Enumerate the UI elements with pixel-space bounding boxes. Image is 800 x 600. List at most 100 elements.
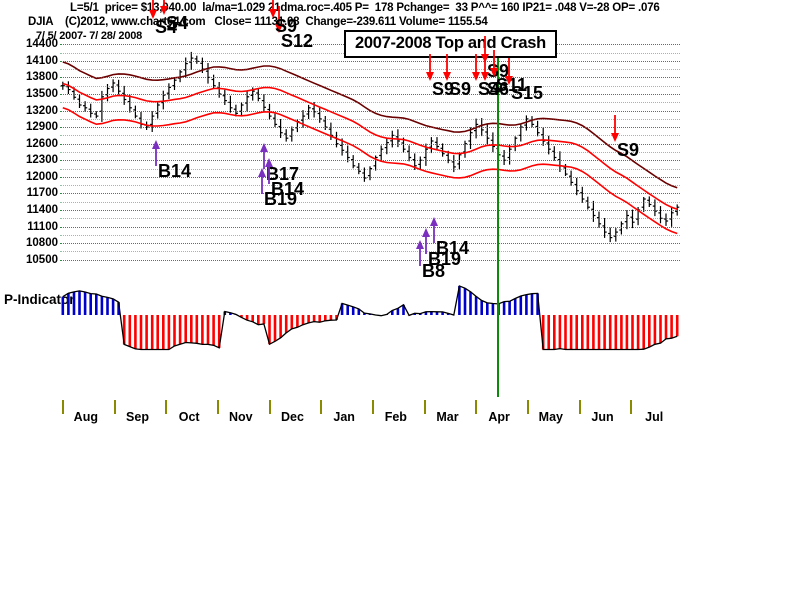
annotation-sell-label: S6	[487, 79, 510, 99]
y-axis-label: 14400	[26, 38, 58, 51]
gridline-minor	[60, 85, 680, 87]
month-tick	[630, 400, 633, 414]
month-label: Jul	[645, 410, 664, 424]
sell-arrow-icon	[488, 50, 500, 78]
month-tick	[62, 400, 64, 414]
gridline	[60, 243, 680, 245]
annotation-sell-label: S9	[432, 79, 455, 99]
gridline	[60, 143, 680, 145]
month-label: Aug	[73, 410, 98, 424]
y-axis-label: 11100	[27, 220, 58, 233]
sell-arrow-icon	[470, 54, 482, 82]
sell-arrow-icon	[479, 54, 491, 82]
header-symbol-line: DJIA (C)2012, www.chart64.com Close= 111…	[28, 16, 488, 28]
month-label: Dec	[281, 410, 304, 424]
buy-arrow-icon	[150, 140, 162, 166]
sell-arrow-icon	[424, 54, 436, 82]
buy-arrow-icon	[428, 217, 440, 243]
gridline-minor	[60, 251, 680, 253]
sell-arrow-icon	[503, 58, 515, 86]
buy-arrow-icon	[420, 228, 432, 254]
annotation-buy-label: B14	[271, 179, 305, 199]
sell-arrow-icon	[273, 6, 285, 34]
month-label: Apr	[488, 410, 510, 424]
y-axis-label: 12000	[26, 170, 58, 183]
month-label: Mar	[436, 410, 459, 424]
gridline	[60, 226, 680, 228]
chart-title: 2007-2008 Top and Crash	[344, 30, 557, 58]
gridline	[60, 160, 680, 162]
buy-arrow-icon	[258, 143, 270, 169]
y-axis-label: 13800	[26, 71, 58, 84]
gridline-minor	[60, 218, 680, 220]
month-label: Oct	[178, 410, 200, 424]
annotation-sell-label: S4	[478, 79, 501, 99]
month-label: May	[538, 410, 563, 424]
gridline-minor	[60, 69, 680, 71]
gridline	[60, 110, 680, 112]
month-label: Jun	[591, 410, 614, 424]
y-axis-label: 11700	[26, 187, 58, 200]
y-axis-label: 13200	[26, 104, 58, 117]
annotation-buy-label: B19	[428, 249, 462, 269]
annotation-buy-label: B8	[422, 261, 446, 281]
price-chart-panel[interactable]	[60, 36, 680, 268]
month-tick	[320, 400, 323, 414]
annotation-sell-label: S9	[617, 140, 640, 160]
buy-arrow-icon	[263, 158, 275, 184]
month-tick	[475, 400, 478, 414]
annotation-buy-label: B19	[264, 189, 298, 209]
annotation-sell-label: S4	[166, 13, 189, 33]
month-tick	[578, 400, 581, 414]
sell-arrow-icon	[441, 54, 453, 82]
annotation-buy-label: B14	[436, 238, 470, 258]
sell-arrow-icon	[158, 0, 170, 16]
annotation-sell-label: S9	[487, 61, 510, 81]
gridline-minor	[60, 102, 680, 104]
buy-arrow-icon	[256, 168, 268, 194]
y-axis-label: 10800	[26, 237, 58, 250]
sell-arrow-icon	[267, 0, 279, 19]
gridline	[60, 94, 680, 95]
sell-arrow-icon	[147, 0, 159, 20]
price-y-axis: 14400 14100 13800 13500 13200 12900 12600 12300…	[0, 36, 58, 268]
indicator-chart-panel[interactable]	[60, 285, 680, 397]
gridline-minor	[60, 234, 680, 236]
annotation-sell-label: S12	[281, 31, 314, 51]
header-stats-line: L=5/1 price= $13,040.00 la/ma=1.029 21dm…	[70, 2, 660, 14]
annotation-sell-label: S9	[275, 16, 298, 36]
header-date-range: 7/ 5/ 2007- 7/ 28/ 2008	[36, 30, 143, 42]
gridline-minor	[60, 201, 680, 203]
gridline	[60, 193, 680, 195]
month-tick	[113, 400, 116, 414]
y-axis-label: 12300	[26, 154, 58, 167]
annotation-sell-label: S15	[511, 83, 544, 103]
gridline	[60, 176, 680, 178]
gridline	[60, 210, 680, 211]
indicator-chart-svg	[61, 285, 679, 351]
month-label: Nov	[229, 410, 253, 424]
month-tick	[423, 400, 426, 414]
y-axis-label: 11400	[26, 204, 58, 216]
indicator-line	[62, 285, 678, 351]
indicator-label: P-Indicator	[4, 292, 75, 307]
ohlc-bars	[60, 51, 680, 243]
month-tick	[217, 400, 219, 414]
gridline-minor	[60, 135, 680, 137]
gridline-minor	[60, 185, 680, 187]
annotation-sell-label: S9	[449, 79, 472, 99]
lower-band-line	[62, 107, 678, 235]
month-axis: Aug Sep Oct Nov Dec Jan Feb Mar Apr May Jun Jul	[60, 400, 680, 430]
y-axis-label: 10500	[26, 253, 58, 266]
y-axis-label: 14100	[26, 54, 58, 67]
gridline	[60, 127, 680, 129]
vertical-cursor-line[interactable]	[497, 36, 499, 397]
annotation-sell-label: S4	[155, 17, 178, 37]
annotation-sell-label: S11	[496, 75, 528, 95]
gridline-minor	[60, 118, 680, 120]
sell-arrow-icon	[609, 115, 621, 143]
month-label: Feb	[384, 410, 407, 424]
gridline	[60, 60, 680, 62]
y-axis-label: 13500	[26, 88, 58, 100]
